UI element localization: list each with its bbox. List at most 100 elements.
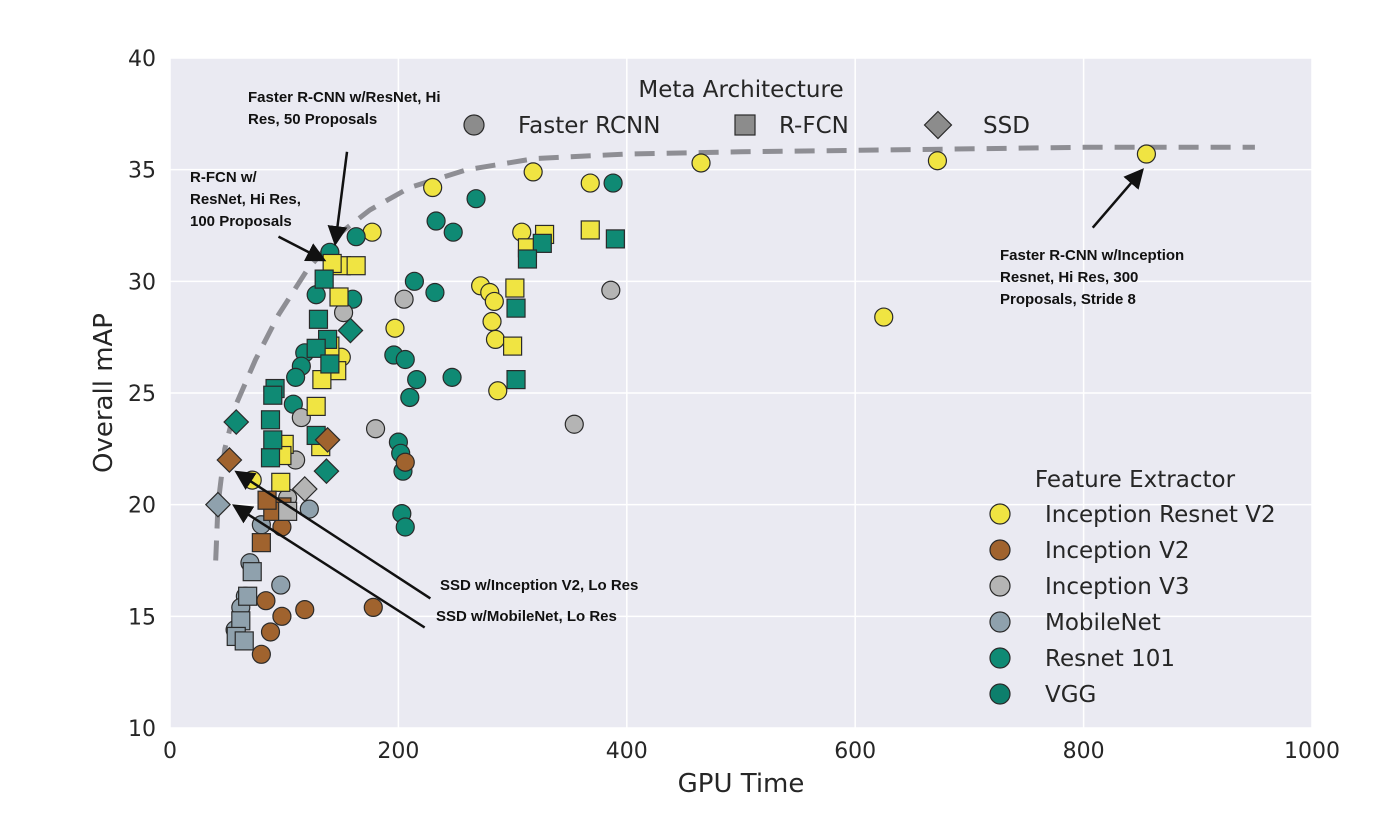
feature-legend-marker [989, 539, 1011, 561]
ssd-point [291, 476, 318, 503]
annotation-text: Faster R-CNN w/ResNet, Hi [248, 89, 441, 106]
meta-legend-marker [734, 114, 756, 136]
rfcn-point [506, 298, 526, 318]
annotation-arrow [234, 470, 432, 600]
rfcn-point [257, 490, 277, 510]
rfcn-point [260, 448, 281, 468]
feature-legend-label: MobileNet [1045, 610, 1161, 636]
x-axis-title: GPU Time [678, 769, 805, 799]
faster-rcnn-point [251, 644, 271, 664]
x-tick-label: 800 [1063, 739, 1105, 764]
annotation-text: ResNet, Hi Res, [190, 191, 301, 208]
meta-architecture-legend: Meta Architecture Faster RCNN R-FCN SSD [463, 77, 1030, 140]
annotation-arrow [277, 235, 327, 262]
ssd-point [204, 491, 231, 518]
faster-rcnn-point [260, 622, 281, 642]
annotation-arrow [1091, 168, 1144, 229]
rfcn-point [605, 229, 625, 249]
feature-legend-label: Inception V3 [1045, 574, 1190, 600]
rfcn-point [346, 256, 366, 276]
faster-rcnn-point [400, 387, 420, 408]
y-tick-label: 20 [128, 494, 156, 519]
faster-rcnn-point [423, 177, 443, 198]
y-tick-label: 10 [128, 717, 156, 742]
faster-rcnn-point [295, 600, 315, 620]
faster-rcnn-point [443, 222, 463, 242]
rfcn-point [580, 220, 600, 240]
rfcn-point [314, 269, 334, 289]
rfcn-point [506, 370, 526, 390]
faster-rcnn-point [272, 606, 292, 626]
faster-rcnn-point [395, 517, 415, 537]
y-tick-label: 35 [128, 159, 156, 184]
faster-rcnn-point [286, 367, 306, 387]
faster-rcnn-point [484, 291, 504, 312]
rfcn-point [503, 336, 523, 356]
feature-legend-marker [989, 683, 1011, 705]
annotation-text: 100 Proposals [190, 213, 292, 230]
faster-rcnn-point [485, 329, 506, 349]
meta-legend-marker [463, 114, 485, 136]
annotation-text: Faster R-CNN w/Inception [1000, 247, 1184, 264]
annotation-text: SSD w/MobileNet, Lo Res [436, 608, 617, 625]
faster-rcnn-point [601, 280, 621, 300]
rfcn-point [308, 309, 329, 329]
annotations: Faster R-CNN w/ResNet, Hi Res, 50 Proposa… [190, 89, 1184, 629]
ssd-point [216, 447, 243, 473]
rfcn-point [306, 338, 326, 358]
x-tick-label: 0 [163, 739, 177, 764]
faster-rcnn-point [365, 419, 386, 439]
x-tick-label: 200 [377, 739, 419, 764]
feature-legend-title: Feature Extractor [1035, 467, 1236, 493]
feature-legend-marker [989, 503, 1011, 525]
faster-rcnn-point [691, 153, 711, 173]
rfcn-point [320, 354, 340, 374]
faster-rcnn-point [407, 370, 427, 390]
faster-rcnn-point [291, 407, 311, 428]
feature-legend-label: Inception Resnet V2 [1045, 502, 1276, 528]
axis-ticks: 0 200 400 600 800 1000 10 15 20 25 30 35 40 [128, 47, 1340, 764]
rfcn-point [306, 396, 326, 416]
ssd-point [313, 458, 340, 485]
faster-rcnn-point [425, 282, 445, 303]
annotation-text: Resnet, Hi Res, 300 [1000, 269, 1138, 286]
faster-rcnn-point [927, 151, 948, 171]
rfcn-point [263, 430, 283, 450]
rfcn-point [505, 278, 525, 298]
y-axis-title: Overall mAP [89, 313, 119, 473]
meta-legend-label: R-FCN [779, 113, 849, 139]
ssd-point [223, 409, 250, 436]
faster-rcnn-point [466, 189, 486, 209]
faster-rcnn-point [523, 162, 543, 182]
ssd-point [314, 426, 341, 453]
meta-legend-marker [923, 110, 953, 140]
faster-rcnn-point [404, 271, 424, 291]
y-tick-label: 40 [128, 47, 156, 72]
y-tick-label: 25 [128, 382, 156, 407]
faster-rcnn-point [271, 575, 291, 595]
x-tick-label: 400 [606, 739, 648, 764]
x-tick-label: 1000 [1284, 739, 1340, 764]
grid [169, 57, 1313, 729]
feature-legend-marker [989, 575, 1011, 597]
faster-rcnn-point [442, 367, 462, 387]
faster-rcnn-point [256, 591, 276, 611]
feature-legend-marker [989, 647, 1011, 669]
rfcn-point [517, 249, 538, 269]
faster-rcnn-point [426, 211, 446, 231]
rfcn-point [263, 385, 283, 405]
feature-legend-label: Inception V2 [1045, 538, 1190, 564]
rfcn-point [238, 586, 258, 606]
meta-legend-label: SSD [983, 113, 1030, 139]
faster-rcnn-point [603, 173, 623, 193]
faster-rcnn-point [482, 311, 502, 332]
annotation-arrow [232, 504, 426, 629]
rfcn-point [242, 562, 262, 582]
x-tick-label: 600 [834, 739, 876, 764]
faster-rcnn-point [385, 318, 405, 338]
rfcn-point [234, 631, 254, 651]
feature-legend-label: VGG [1045, 682, 1096, 708]
faster-rcnn-point [580, 173, 600, 193]
